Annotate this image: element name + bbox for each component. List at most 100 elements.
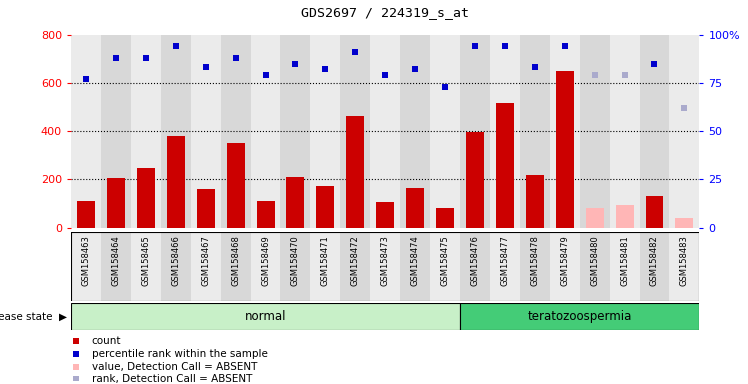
Point	[379, 72, 391, 78]
Text: GSM158471: GSM158471	[321, 235, 330, 286]
Point	[260, 72, 272, 78]
Bar	[137, 168, 155, 228]
Point	[110, 55, 122, 61]
Bar	[197, 189, 215, 228]
Text: GSM158482: GSM158482	[650, 235, 659, 286]
Text: GSM158467: GSM158467	[201, 235, 210, 286]
Point	[70, 338, 82, 344]
Bar	[107, 178, 125, 228]
Bar	[161, 35, 191, 228]
FancyBboxPatch shape	[460, 303, 699, 330]
Point	[349, 49, 361, 55]
Bar	[167, 136, 185, 228]
Point	[289, 60, 301, 66]
Bar	[280, 232, 310, 301]
Text: GSM158469: GSM158469	[261, 235, 270, 286]
Text: GSM158465: GSM158465	[141, 235, 150, 286]
Bar	[646, 196, 663, 228]
Point	[70, 376, 82, 382]
Point	[559, 43, 571, 49]
Text: GSM158463: GSM158463	[82, 235, 91, 286]
Bar	[490, 232, 520, 301]
Bar	[526, 175, 544, 228]
Bar	[675, 218, 693, 228]
Bar	[316, 186, 334, 228]
Bar	[430, 35, 460, 228]
Bar	[400, 232, 430, 301]
Text: GSM158481: GSM158481	[620, 235, 629, 286]
Text: teratozoospermia: teratozoospermia	[527, 310, 632, 323]
Bar	[466, 132, 484, 228]
Text: GSM158466: GSM158466	[171, 235, 180, 286]
Point	[70, 351, 82, 357]
Text: GDS2697 / 224319_s_at: GDS2697 / 224319_s_at	[301, 6, 469, 19]
Bar	[191, 232, 221, 301]
Text: GSM158470: GSM158470	[291, 235, 300, 286]
Bar	[490, 35, 520, 228]
Point	[649, 60, 660, 66]
Point	[140, 55, 152, 61]
Bar	[286, 177, 304, 228]
Bar	[580, 232, 610, 301]
Text: GSM158472: GSM158472	[351, 235, 360, 286]
Bar	[669, 35, 699, 228]
Bar	[550, 232, 580, 301]
Bar	[131, 232, 161, 301]
Point	[409, 66, 421, 73]
Text: rank, Detection Call = ABSENT: rank, Detection Call = ABSENT	[92, 374, 252, 384]
Bar	[251, 35, 280, 228]
Text: GSM158468: GSM158468	[231, 235, 240, 286]
Bar	[340, 35, 370, 228]
Bar	[101, 232, 131, 301]
Bar	[370, 35, 400, 228]
Bar	[227, 143, 245, 228]
Point	[619, 72, 631, 78]
Text: GSM158476: GSM158476	[470, 235, 479, 286]
Text: GSM158483: GSM158483	[680, 235, 689, 286]
Point	[499, 43, 511, 49]
Bar	[77, 201, 95, 228]
Bar	[280, 35, 310, 228]
Bar	[191, 35, 221, 228]
Bar	[669, 232, 699, 301]
Bar	[556, 71, 574, 228]
Text: count: count	[92, 336, 121, 346]
Text: GSM158474: GSM158474	[411, 235, 420, 286]
FancyBboxPatch shape	[71, 303, 460, 330]
Bar	[580, 35, 610, 228]
Bar	[310, 35, 340, 228]
Point	[529, 65, 541, 71]
Text: GSM158478: GSM158478	[530, 235, 539, 286]
Bar	[346, 116, 364, 228]
Bar	[101, 35, 131, 228]
Point	[70, 364, 82, 370]
Point	[170, 43, 182, 49]
Bar	[550, 35, 580, 228]
Bar	[310, 232, 340, 301]
Bar	[370, 232, 400, 301]
Text: disease state  ▶: disease state ▶	[0, 311, 67, 321]
Point	[589, 72, 601, 78]
Point	[319, 66, 331, 73]
Bar	[616, 205, 634, 228]
Bar	[430, 232, 460, 301]
Point	[200, 65, 212, 71]
Point	[230, 55, 242, 61]
Text: value, Detection Call = ABSENT: value, Detection Call = ABSENT	[92, 362, 257, 372]
Text: GSM158479: GSM158479	[560, 235, 569, 286]
Text: GSM158473: GSM158473	[381, 235, 390, 286]
Bar	[400, 35, 430, 228]
Text: normal: normal	[245, 310, 286, 323]
Bar	[221, 35, 251, 228]
Bar	[640, 35, 669, 228]
Text: GSM158464: GSM158464	[111, 235, 120, 286]
Bar	[640, 232, 669, 301]
Bar	[460, 232, 490, 301]
Bar	[406, 189, 424, 228]
Text: GSM158477: GSM158477	[500, 235, 509, 286]
Bar	[610, 232, 640, 301]
Text: GSM158480: GSM158480	[590, 235, 599, 286]
Bar	[520, 232, 550, 301]
Bar	[221, 232, 251, 301]
Bar	[161, 232, 191, 301]
